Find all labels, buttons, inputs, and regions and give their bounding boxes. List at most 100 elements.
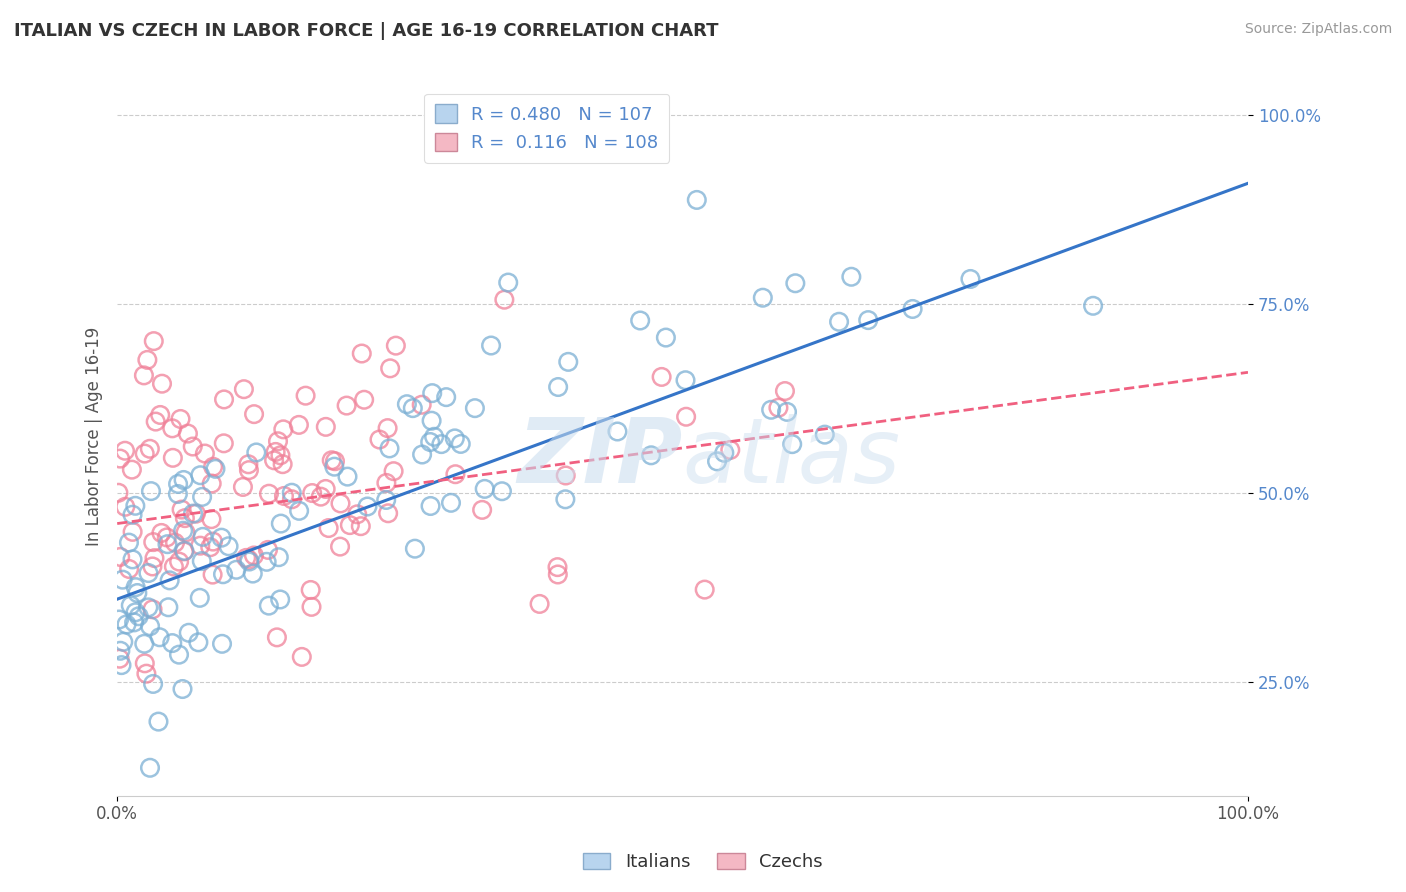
Point: [329, 540, 352, 554]
Point: [121, 463, 143, 477]
Point: [121, 508, 143, 522]
Point: [127, 586, 149, 600]
Point: [188, 539, 211, 553]
Point: [288, 504, 311, 518]
Point: [554, 468, 576, 483]
Point: [479, 338, 502, 352]
Point: [167, 477, 190, 491]
Point: [111, 573, 134, 587]
Point: [159, 574, 181, 588]
Point: [173, 511, 195, 525]
Point: [191, 530, 214, 544]
Point: [212, 392, 235, 407]
Point: [471, 503, 494, 517]
Point: [173, 473, 195, 487]
Point: [163, 559, 186, 574]
Point: [173, 544, 195, 558]
Point: [434, 390, 457, 404]
Point: [494, 293, 516, 307]
Point: [120, 599, 142, 613]
Point: [655, 330, 678, 344]
Point: [346, 508, 368, 522]
Point: [142, 334, 165, 348]
Point: [377, 506, 399, 520]
Point: [232, 480, 254, 494]
Point: [271, 457, 294, 471]
Point: [547, 567, 569, 582]
Point: [529, 597, 551, 611]
Point: [419, 435, 441, 450]
Point: [828, 315, 851, 329]
Point: [211, 531, 233, 545]
Point: [163, 535, 186, 549]
Point: [356, 500, 378, 514]
Point: [329, 496, 352, 510]
Point: [194, 446, 217, 460]
Point: [156, 537, 179, 551]
Point: [814, 427, 837, 442]
Point: [318, 521, 340, 535]
Point: [243, 407, 266, 421]
Point: [1081, 299, 1104, 313]
Point: [693, 582, 716, 597]
Point: [315, 420, 337, 434]
Point: [450, 437, 472, 451]
Point: [411, 398, 433, 412]
Point: [167, 487, 190, 501]
Point: [776, 405, 799, 419]
Text: atlas: atlas: [682, 414, 901, 502]
Point: [377, 421, 399, 435]
Point: [411, 448, 433, 462]
Point: [122, 615, 145, 630]
Point: [350, 519, 373, 533]
Point: [204, 462, 226, 476]
Point: [554, 492, 576, 507]
Point: [785, 277, 807, 291]
Point: [491, 484, 513, 499]
Point: [336, 469, 359, 483]
Point: [257, 599, 280, 613]
Point: [675, 409, 697, 424]
Point: [141, 559, 163, 574]
Point: [188, 591, 211, 605]
Point: [841, 269, 863, 284]
Point: [141, 602, 163, 616]
Point: [350, 346, 373, 360]
Point: [212, 436, 235, 450]
Legend: R = 0.480   N = 107, R =  0.116   N = 108: R = 0.480 N = 107, R = 0.116 N = 108: [425, 94, 669, 163]
Point: [375, 475, 398, 490]
Point: [149, 630, 172, 644]
Point: [142, 535, 165, 549]
Point: [124, 499, 146, 513]
Y-axis label: In Labor Force | Age 16-19: In Labor Force | Age 16-19: [86, 327, 103, 546]
Point: [188, 468, 211, 483]
Point: [211, 637, 233, 651]
Point: [238, 555, 260, 569]
Point: [309, 490, 332, 504]
Point: [651, 370, 673, 384]
Point: [267, 550, 290, 565]
Point: [172, 681, 194, 696]
Point: [156, 530, 179, 544]
Point: [291, 649, 314, 664]
Point: [174, 525, 197, 540]
Point: [257, 486, 280, 500]
Point: [191, 554, 214, 568]
Point: [256, 555, 278, 569]
Point: [628, 313, 651, 327]
Point: [245, 445, 267, 459]
Point: [107, 485, 129, 500]
Point: [108, 451, 131, 466]
Point: [267, 434, 290, 449]
Text: ITALIAN VS CZECH IN LABOR FORCE | AGE 16-19 CORRELATION CHART: ITALIAN VS CZECH IN LABOR FORCE | AGE 16…: [14, 22, 718, 40]
Point: [336, 399, 359, 413]
Point: [134, 657, 156, 671]
Point: [124, 580, 146, 594]
Point: [402, 401, 425, 416]
Point: [768, 401, 790, 415]
Text: ZIP: ZIP: [517, 414, 682, 502]
Point: [547, 380, 569, 394]
Point: [118, 562, 141, 576]
Point: [143, 551, 166, 566]
Point: [353, 392, 375, 407]
